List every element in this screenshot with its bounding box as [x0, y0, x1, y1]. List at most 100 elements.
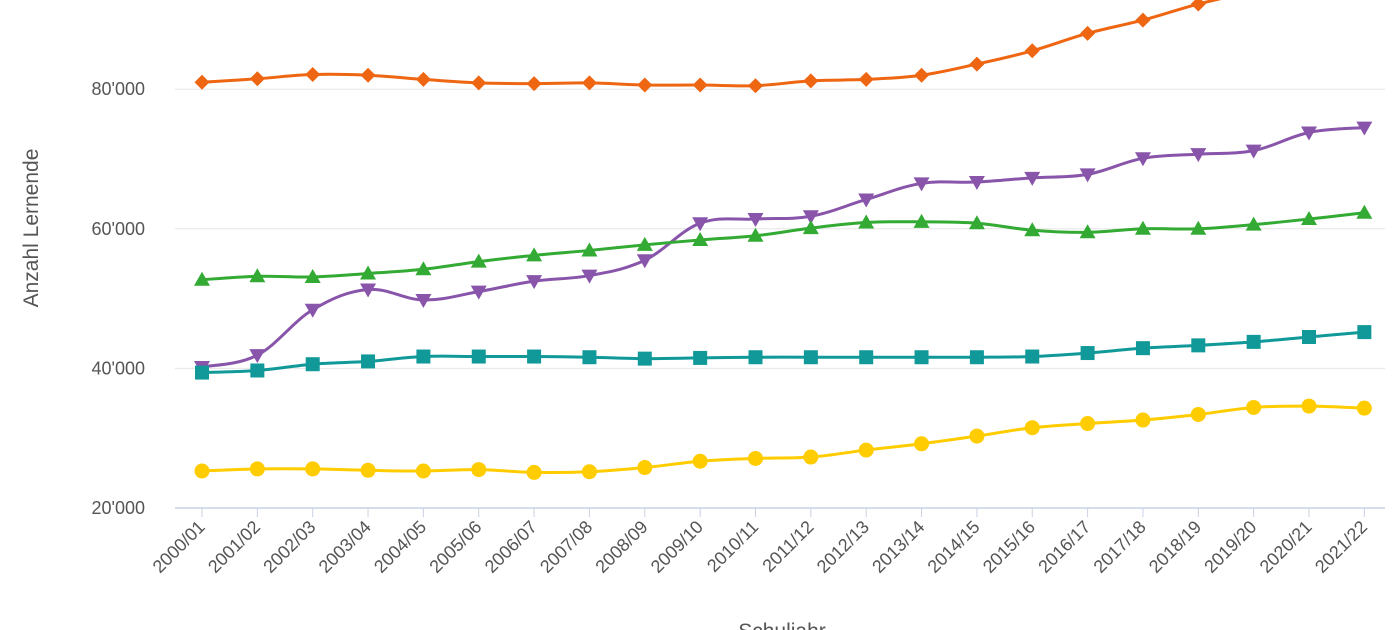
- series-2: [194, 121, 1373, 376]
- series-5: [194, 398, 1372, 480]
- data-point: [415, 261, 432, 276]
- data-point: [1080, 416, 1096, 432]
- data-point: [914, 436, 930, 452]
- data-point: [471, 75, 487, 91]
- data-point: [636, 254, 653, 269]
- data-point: [305, 67, 321, 83]
- data-point: [748, 78, 763, 94]
- data-point: [361, 354, 376, 369]
- series-3: [194, 204, 1373, 286]
- data-point: [1024, 171, 1041, 186]
- data-point: [360, 283, 377, 298]
- data-point: [195, 365, 209, 380]
- data-point: [913, 177, 930, 192]
- data-point: [526, 464, 542, 480]
- data-point: [194, 74, 210, 90]
- data-point: [636, 236, 653, 251]
- data-point: [250, 363, 265, 378]
- x-tick-label: 2016/17: [1034, 517, 1094, 577]
- data-point: [360, 462, 376, 478]
- y-tick-label: 40'000: [92, 358, 146, 378]
- x-tick-label: 2002/03: [259, 517, 319, 577]
- data-point: [360, 67, 376, 83]
- series-line: [200, 0, 1222, 88]
- y-tick-label: 20'000: [92, 498, 146, 518]
- data-point: [803, 350, 818, 365]
- data-point: [471, 349, 486, 364]
- data-point: [1356, 204, 1373, 219]
- data-point: [470, 253, 487, 268]
- data-point: [1079, 224, 1096, 239]
- data-point: [1024, 420, 1040, 436]
- data-point: [748, 450, 763, 466]
- data-point: [194, 463, 210, 479]
- data-point: [581, 269, 598, 284]
- data-point: [692, 453, 708, 469]
- x-tick-label: 2017/18: [1090, 517, 1150, 577]
- data-point: [305, 357, 320, 372]
- data-point: [581, 464, 597, 480]
- x-tick-label: 2014/15: [924, 517, 984, 577]
- data-point: [470, 285, 487, 300]
- data-point: [1246, 334, 1261, 349]
- data-point: [526, 275, 543, 290]
- x-tick-label: 2012/13: [813, 517, 873, 577]
- x-tick-label: 2015/16: [979, 517, 1039, 577]
- data-point: [693, 350, 708, 365]
- x-tick-label: 2019/20: [1200, 517, 1260, 577]
- data-point: [1245, 144, 1262, 159]
- x-tick-label: 2004/05: [370, 517, 430, 577]
- x-tick-label: 2009/10: [647, 517, 707, 577]
- x-tick-label: 2000/01: [149, 517, 209, 577]
- series-line: [200, 126, 1366, 369]
- data-point: [858, 214, 875, 229]
- x-tick-label: 2018/19: [1145, 517, 1205, 577]
- data-point: [304, 303, 321, 318]
- data-point: [1190, 406, 1206, 422]
- data-point: [637, 460, 653, 476]
- data-point: [1135, 412, 1151, 428]
- data-point: [1025, 349, 1040, 364]
- data-point: [1190, 0, 1206, 12]
- data-point: [747, 227, 764, 242]
- series-layer: [194, 0, 1373, 480]
- data-point: [249, 461, 265, 477]
- x-tick-label: 2001/02: [204, 517, 264, 577]
- data-point: [969, 350, 984, 365]
- data-point: [526, 247, 543, 262]
- data-point: [581, 242, 598, 257]
- x-axis-ticks: 2000/012001/022002/032003/042004/052005/…: [149, 508, 1371, 577]
- data-point: [1135, 12, 1151, 28]
- y-tick-label: 80'000: [92, 79, 146, 99]
- data-point: [914, 67, 930, 83]
- data-point: [969, 56, 985, 72]
- data-point: [1024, 222, 1041, 237]
- x-tick-label: 2006/07: [481, 517, 541, 577]
- x-tick-label: 2003/04: [315, 517, 375, 577]
- x-axis-title: Schuljahr: [738, 620, 826, 630]
- data-point: [747, 213, 764, 228]
- data-point: [803, 449, 819, 465]
- x-tick-label: 2007/08: [536, 517, 596, 577]
- data-point: [968, 215, 985, 230]
- series-1: [194, 0, 1222, 94]
- data-point: [859, 350, 874, 365]
- data-point: [1190, 148, 1207, 163]
- data-point: [748, 350, 763, 365]
- data-point: [1080, 346, 1095, 361]
- data-point: [1191, 338, 1206, 353]
- data-point: [969, 428, 985, 444]
- data-point: [692, 217, 709, 232]
- data-point: [1302, 329, 1316, 344]
- data-point: [1245, 216, 1262, 231]
- x-tick-label: 2021/22: [1311, 517, 1371, 577]
- data-point: [1079, 168, 1096, 183]
- x-tick-label: 2005/06: [425, 517, 485, 577]
- data-point: [305, 461, 321, 477]
- data-point: [968, 176, 985, 191]
- data-point: [1134, 220, 1151, 235]
- data-point: [914, 350, 929, 365]
- data-point: [803, 73, 819, 89]
- data-point: [913, 213, 930, 228]
- data-point: [360, 265, 377, 280]
